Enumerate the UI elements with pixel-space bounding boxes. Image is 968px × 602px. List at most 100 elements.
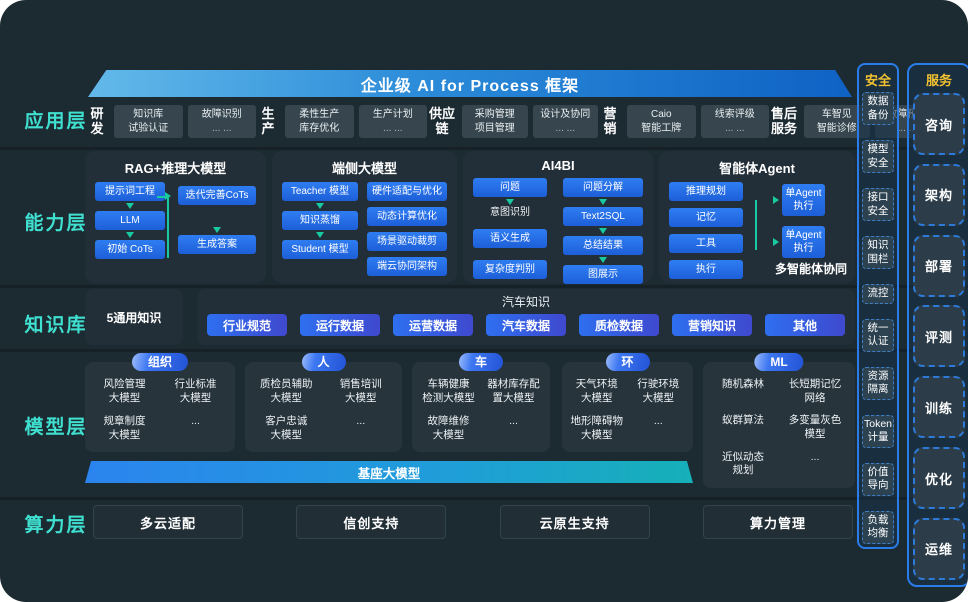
agent-module: 工具 xyxy=(669,234,743,253)
flow-text: 意图识别 xyxy=(490,207,530,218)
agent-exec-node: 单Agent 执行 xyxy=(782,226,825,258)
flow-node: 迭代完善CoTs xyxy=(178,186,256,205)
model-group-pill: 组织 xyxy=(131,353,189,371)
model-group-pill: 人 xyxy=(301,353,346,371)
general-knowledge-label: 5通用知识 xyxy=(106,310,162,325)
app-item-line: ... ... xyxy=(383,122,403,134)
model-group-pill: ML xyxy=(754,353,804,371)
app-item-line: ... ... xyxy=(725,122,745,134)
capability-layer-row: RAG+推理大模型 提示词工程 LLM 初始 CoTs 迭代完善CoTs 生成答… xyxy=(85,151,855,284)
list-node: 场景驱动裁剪 xyxy=(367,232,447,251)
agent-module: 记忆 xyxy=(669,208,743,227)
app-item-line: 试验认证 xyxy=(128,122,169,134)
multi-agent-note: 多智能体协同 xyxy=(774,262,847,276)
security-item: 资源隔离 xyxy=(862,366,894,400)
flow-node: 问题分解 xyxy=(563,178,643,197)
app-group-label: 研发 xyxy=(90,105,104,136)
arrow-down-icon xyxy=(599,257,607,263)
application-layer-row: 研发 知识库 试验认证 故障识别 ... ... 生产 柔性生产 库存优化 生产… xyxy=(85,99,941,144)
connector-line xyxy=(755,200,757,250)
arrow-down-icon xyxy=(213,227,221,233)
flow-node: 知识蒸馏 xyxy=(282,211,358,230)
compute-item: 多云适配 xyxy=(93,505,243,539)
capbox-title: 智能体Agent xyxy=(719,161,795,176)
service-item: 架构 xyxy=(913,163,965,226)
compute-item: 云原生支持 xyxy=(499,505,650,539)
app-group-supply-chain: 供应链 采购管理 项目管理 设计及协同 ... ... xyxy=(427,105,599,138)
app-item-line: 生产计划 xyxy=(372,109,413,120)
flow-node: 总结结果 xyxy=(563,236,643,255)
agent-module: 执行 xyxy=(669,260,743,279)
arrow-down-icon xyxy=(126,203,134,209)
model-cell: 随机森林 xyxy=(722,378,764,390)
layer-divider xyxy=(0,147,968,150)
app-item: 柔性生产 库存优化 xyxy=(285,105,354,138)
arrow-down-icon xyxy=(506,199,514,205)
model-group-pill: 环 xyxy=(605,353,650,371)
general-knowledge-box: 5通用知识 xyxy=(85,289,183,345)
capbox-title: AI4BI xyxy=(541,158,575,173)
security-item: 统一认证 xyxy=(862,318,894,352)
arrow-down-icon xyxy=(599,228,607,234)
capbox-title: 端侧大模型 xyxy=(331,161,397,176)
arrow-down-icon xyxy=(126,232,134,238)
model-cell: 器材库存配 置大模型 xyxy=(487,378,540,404)
app-item: 采购管理 项目管理 xyxy=(462,105,528,138)
compute-item: 信创支持 xyxy=(296,505,447,539)
flow-node: 复杂度判别 xyxy=(473,260,547,279)
model-cell: ... xyxy=(356,415,366,428)
knowledge-pill: 运行数据 xyxy=(300,314,380,336)
capbox-agent: 智能体Agent 推理规划 记忆 工具 执行 单Agent 执行 xyxy=(659,151,855,283)
security-item: 模型安全 xyxy=(862,140,894,174)
model-cell: 客户忠诚 大模型 xyxy=(265,415,308,441)
flow-node: Student 模型 xyxy=(282,240,358,259)
compute-layer-row: 多云适配 信创支持 云原生支持 算力管理 xyxy=(93,505,853,539)
model-cell: 蚁群算法 xyxy=(722,414,764,427)
arrow-right-icon xyxy=(773,238,780,246)
flow-node: Text2SQL xyxy=(563,207,643,226)
knowledge-pill: 营销知识 xyxy=(672,314,752,336)
security-column: 安全 数据备份 模型安全 接口安全 知识围栏 流控 统一认证 资源隔离 Toke… xyxy=(857,63,899,549)
arrow-right-icon xyxy=(165,192,171,200)
model-cell: 故障维修 大模型 xyxy=(427,415,470,441)
model-cell: 风险管理 大模型 xyxy=(103,378,146,404)
arrow-down-icon xyxy=(316,203,324,209)
layer-label-capability: 能力层 xyxy=(24,213,88,234)
app-item: 生产计划 ... ... xyxy=(358,105,428,138)
app-item: 故障识别 ... ... xyxy=(187,105,257,138)
security-item: 流控 xyxy=(862,284,894,304)
flow-node: 初始 CoTs xyxy=(95,240,165,259)
model-cell: 车辆健康 检测大模型 xyxy=(422,378,475,404)
app-group-marketing: 营销 Caio 智能工牌 线索评级 ... ... xyxy=(598,105,770,138)
model-cell: ... xyxy=(653,415,663,428)
agent-module: 推理规划 xyxy=(669,182,743,201)
agent-exec-node: 单Agent 执行 xyxy=(782,184,825,216)
model-cell: ... xyxy=(509,415,518,428)
layer-divider xyxy=(0,349,968,352)
model-cell: 天气环境 大模型 xyxy=(575,378,618,404)
layer-divider xyxy=(0,285,968,288)
app-item-line: 车智见 xyxy=(821,109,852,120)
framework-title-banner: 企业级 AI for Process 框架 xyxy=(88,70,852,97)
knowledge-pill: 汽车数据 xyxy=(486,314,566,336)
app-item-line: ... ... xyxy=(212,122,232,134)
capbox-ai4bi: AI4BI 问题 意图识别 语义生成 复杂度判别 问题分解 Text2SQL xyxy=(463,151,653,284)
app-item-line: 智能工牌 xyxy=(641,122,682,134)
app-group-label: 售后服务 xyxy=(771,105,798,136)
app-group-rnd: 研发 知识库 试验认证 故障识别 ... ... xyxy=(85,105,257,138)
capbox-edge-model: 端侧大模型 Teacher 模型 知识蒸馏 Student 模型 硬件适配与优化… xyxy=(272,151,457,283)
app-item-line: ... ... xyxy=(555,122,575,134)
flow-node: 提示词工程 xyxy=(95,182,165,201)
model-cell: ... xyxy=(191,415,200,428)
service-item: 咨询 xyxy=(913,93,965,155)
list-node: 动态计算优化 xyxy=(367,207,447,226)
capbox-title: RAG+推理大模型 xyxy=(124,161,227,176)
flow-node: 图展示 xyxy=(563,265,643,284)
framework-title: 企业级 AI for Process 框架 xyxy=(360,77,580,95)
service-item: 训练 xyxy=(913,376,965,439)
model-cell: 质检员辅助 大模型 xyxy=(260,378,313,404)
model-group-vehicle: 车 车辆健康 检测大模型 器材库存配 置大模型 故障维修 大模型 ... xyxy=(412,353,550,452)
model-cell: 近似动态 规划 xyxy=(722,450,764,477)
security-item: 价值导向 xyxy=(862,462,894,496)
